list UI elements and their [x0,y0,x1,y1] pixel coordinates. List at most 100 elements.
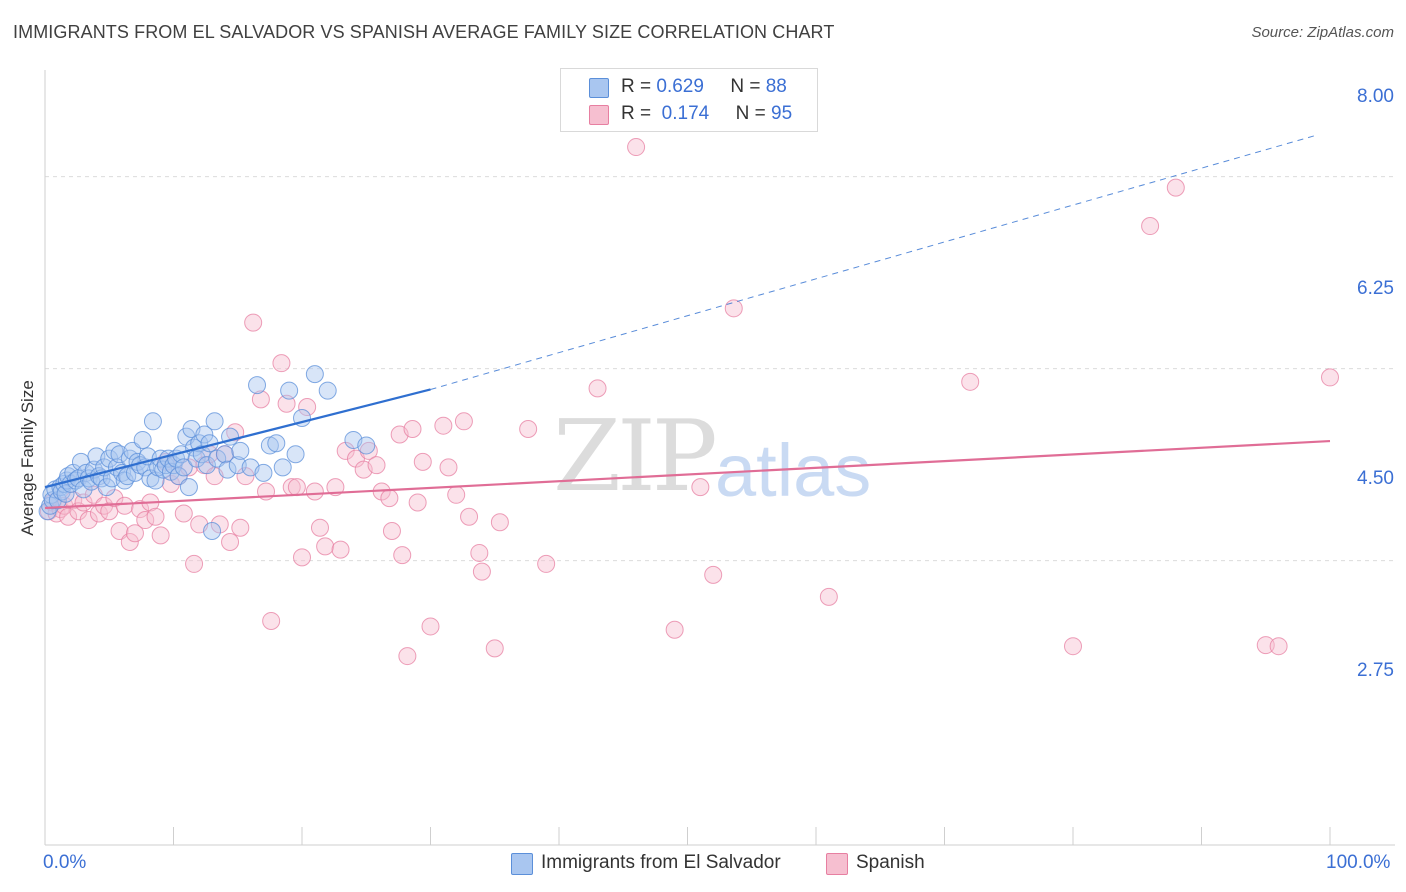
spanish-point [79,511,98,530]
spanish-point [447,485,466,504]
el-salvador-point [305,365,324,384]
spanish-point [403,419,422,438]
spanish-point [120,532,139,551]
el-salvador-point [205,412,224,431]
legend-n-value: 88 [765,76,787,97]
legend-n-value: 95 [771,103,793,124]
spanish-point [439,458,458,477]
spanish-point [1141,217,1160,236]
spanish-point [287,478,306,497]
spanish-point [704,565,723,584]
spanish-point [519,419,538,438]
spanish-point [293,548,311,567]
spanish-point [472,562,491,581]
spanish-point [724,299,743,318]
el-salvador-point [143,412,162,431]
legend-r-value: 0.174 [661,103,710,124]
el-salvador-point [197,456,216,475]
el-salvador-point [169,467,188,486]
spanish-point [398,647,417,666]
spanish-point [1269,637,1288,656]
spanish-point [151,526,170,545]
spanish-point [1321,368,1339,387]
spanish-point [421,617,440,636]
el-salvador-point [179,478,198,497]
spanish-point [262,611,281,630]
x-min-label: 0.0% [43,852,87,873]
spanish-point [819,587,838,606]
spanish-point [185,554,204,573]
el-salvador-point [357,436,376,455]
spanish-point [174,504,193,523]
y-axis-label: Average Family Size [18,380,37,536]
el-salvador-point [273,458,292,477]
blue-swatch [511,853,533,875]
y-tick-label: 8.00 [1357,86,1394,107]
el-salvador-point [56,484,75,503]
legend-r-value: 0.629 [656,76,704,97]
spanish-trendline [44,439,1331,510]
legend-r-label: R = [621,103,652,124]
spanish-point [454,412,473,431]
el-salvador-point [248,376,267,395]
spanish-point [231,518,250,537]
spanish-point [537,554,556,573]
bottom-legend-label: Immigrants from El Salvador [541,852,781,873]
spanish-point [277,394,296,413]
spanish-point [434,416,453,435]
legend-r-label: R = [621,76,652,97]
spanish-point [413,452,432,471]
watermark-zip: ZIP [553,400,718,514]
spanish-point [316,537,335,556]
el-salvador-point [133,430,152,449]
chart-title: IMMIGRANTS FROM EL SALVADOR VS SPANISH A… [13,22,835,42]
spanish-point [221,532,240,551]
spanish-point [146,507,165,526]
spanish-point [1256,636,1275,655]
el-salvador-point [203,522,222,541]
el-salvador-point [280,381,299,400]
spanish-point [393,546,412,565]
spanish-point [244,313,263,332]
el-salvador-point [267,434,286,453]
spanish-point [460,507,479,526]
spanish-point [1166,178,1185,197]
spanish-point [115,496,134,515]
spanish-point [331,540,350,559]
el-salvador-point [318,381,337,400]
el-salvador-point [48,491,67,510]
spanish-point [136,511,155,530]
watermark-atlas: atlas [715,429,872,512]
correlation-legend: R = 0.629 N = 88 R = 0.174 N = 95 [560,68,818,132]
y-tick-label: 2.75 [1357,660,1394,681]
spanish-point [691,478,710,497]
spanish-point [490,513,509,532]
el-salvador-point [97,478,116,497]
spanish-point [298,398,317,417]
el-salvador-point [195,425,214,444]
pink-swatch [826,853,848,875]
el-salvador-point [218,460,237,479]
el-salvador-point [260,436,279,455]
spanish-point [251,390,270,409]
el-salvador-point [174,458,193,477]
spanish-point [627,138,646,157]
legend-n-label: N = [735,103,766,124]
el-salvador-point [231,441,250,460]
spanish-point [380,489,399,508]
source-label: Source: ZipAtlas.com [1251,24,1394,41]
legend-n-label: N = [730,76,761,97]
spanish-point [665,620,684,639]
spanish-point [485,639,504,658]
spanish-point [310,518,329,537]
spanish-point [367,456,386,475]
el-salvador-point [215,445,234,464]
spanish-point [470,543,489,562]
spanish-point [110,522,129,541]
bottom-legend-label: Spanish [856,852,925,873]
spanish-point [382,522,401,541]
spanish-point [305,482,324,501]
el-salvador-trendline [44,388,431,489]
el-salvador-point [254,463,273,482]
